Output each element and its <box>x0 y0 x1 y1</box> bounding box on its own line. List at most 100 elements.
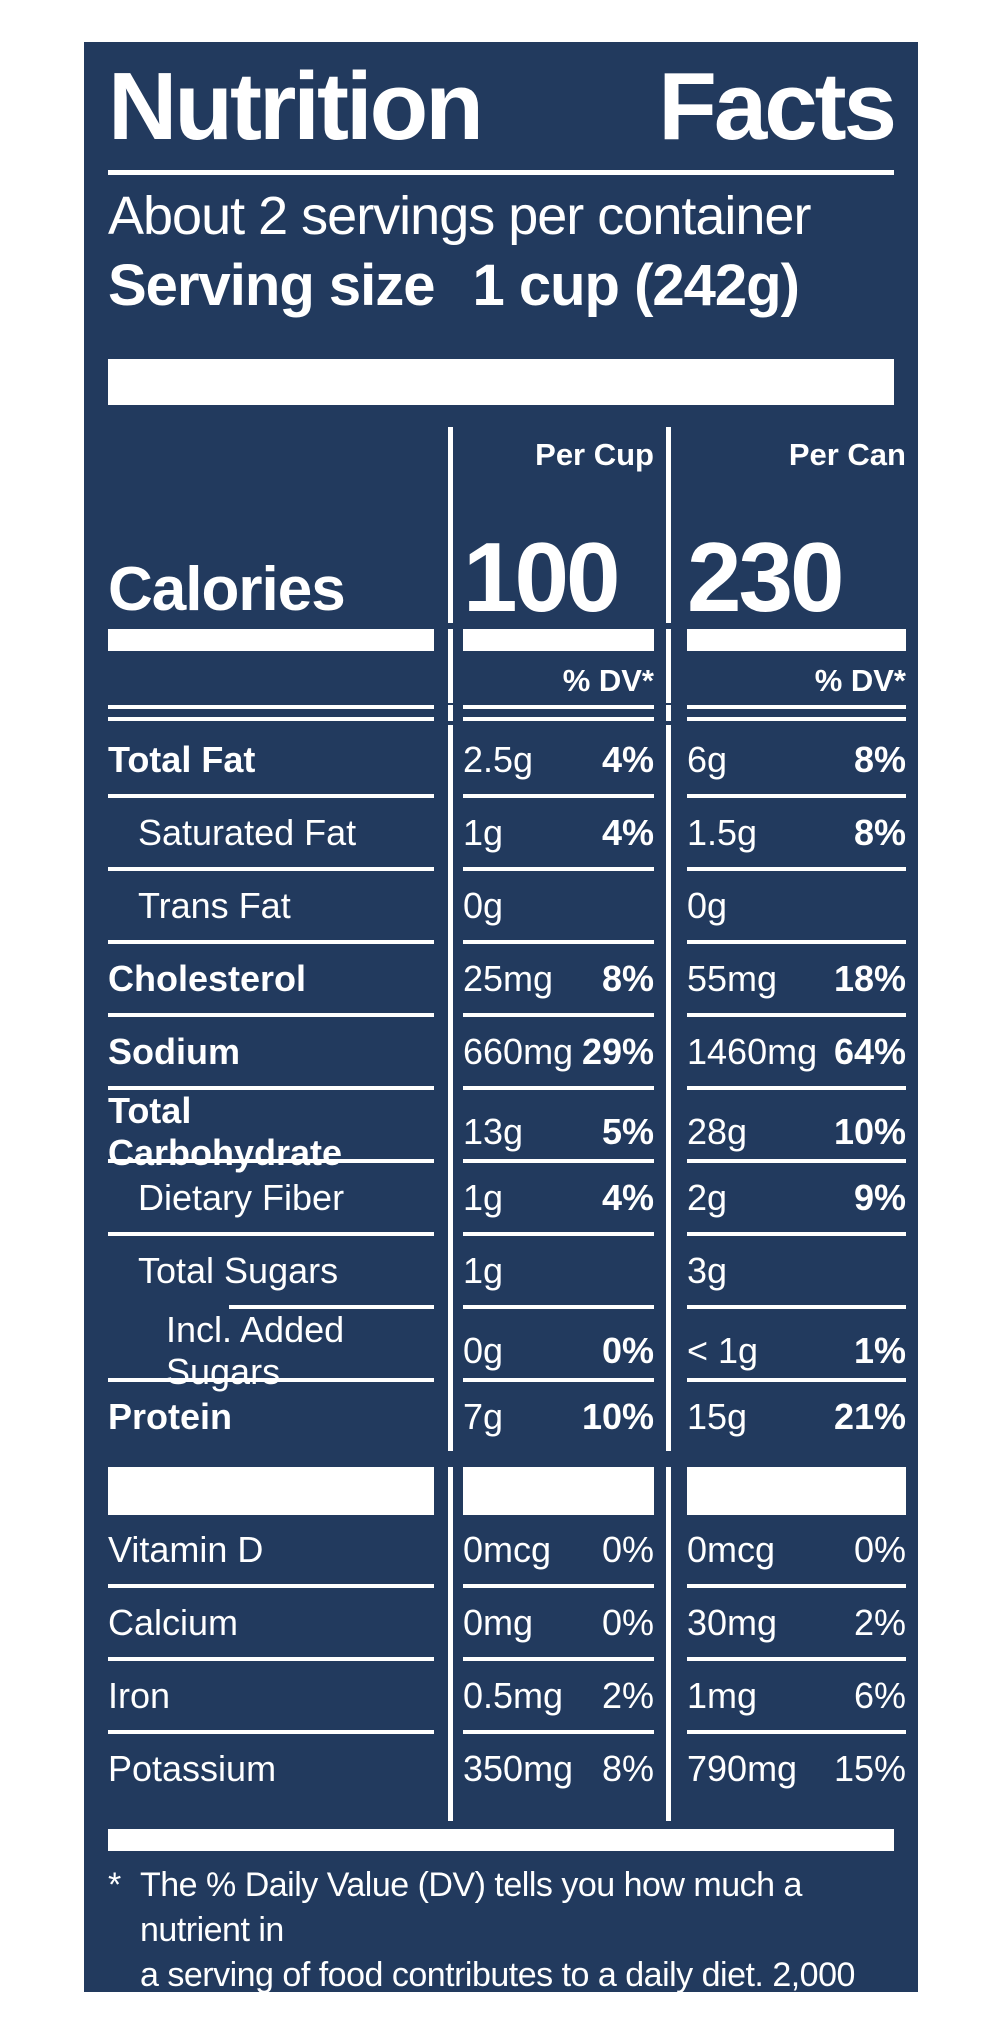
row-separator <box>84 794 918 798</box>
footnote-separator-bar <box>108 1829 894 1851</box>
row-separator <box>84 1730 918 1734</box>
nutrient-name: Incl. Added Sugars <box>166 1309 345 1392</box>
table-row-total-fat: Total Fat 2.5g 4% 6g 8% <box>84 725 918 794</box>
row-separator <box>84 1159 918 1163</box>
rule <box>687 1305 906 1309</box>
per-can-dv: 64% <box>833 1030 906 1072</box>
table-row-sodium: Sodium 660mg 29% 1460mg 64% <box>84 1017 918 1086</box>
calories-label: Calories <box>108 555 346 624</box>
rule <box>687 867 906 871</box>
per-cup-dv: 0% <box>601 1330 654 1371</box>
per-can-amount: 55mg <box>687 957 778 999</box>
footnote-line-2: a serving of food contributes to a daily… <box>140 1956 855 1992</box>
per-can-amount: 15g <box>687 1395 748 1437</box>
rule <box>463 705 654 709</box>
per-can-dv: 8% <box>853 738 906 780</box>
per-cup-dv: 8% <box>601 957 654 999</box>
row-separator <box>84 1584 918 1588</box>
nutrient-name: Total Fat <box>108 738 256 780</box>
label-title: Nutrition Facts <box>84 42 918 156</box>
nutrient-name: Iron <box>108 1674 171 1716</box>
per-cup-header: Per Cup <box>535 437 654 472</box>
per-cup-amount: 1g <box>463 1249 504 1291</box>
rule <box>108 1159 434 1163</box>
per-cup-amount: 350mg <box>463 1747 574 1789</box>
row-separator <box>84 1232 918 1236</box>
row-separator <box>84 867 918 871</box>
section-spacer-row <box>84 1467 918 1515</box>
rule <box>687 1159 906 1163</box>
per-cup-amount: 25mg <box>463 957 554 999</box>
per-cup-amount: 7g <box>463 1395 504 1437</box>
rule <box>108 794 434 798</box>
footnote-line-1: The % Daily Value (DV) tells you how muc… <box>140 1866 802 1949</box>
rule <box>108 1086 434 1090</box>
rule <box>687 717 906 721</box>
thick-rule <box>108 629 434 651</box>
nutrient-name: Potassium <box>108 1747 277 1789</box>
per-cup-amount: 13g <box>463 1111 524 1152</box>
per-cup-dv: 10% <box>581 1395 654 1437</box>
rule <box>687 1584 906 1588</box>
per-cup-amount: 0mcg <box>463 1528 552 1570</box>
nutrition-table: Per Cup Per Can Calories 100 230 % DV* %… <box>84 427 918 1821</box>
rule <box>463 1657 654 1661</box>
per-cup-amount: 0g <box>463 884 504 926</box>
table-row-calcium: Calcium 0mg 0% 30mg 2% <box>84 1588 918 1657</box>
column-header-row: Per Cup Per Can <box>84 427 918 475</box>
per-cup-dv: 0% <box>601 1528 654 1570</box>
per-cup-amount: 0.5mg <box>463 1674 564 1716</box>
per-cup-dv: 8% <box>601 1747 654 1789</box>
rule <box>463 940 654 944</box>
title-word-nutrition: Nutrition <box>108 53 484 160</box>
per-can-amount: 3g <box>687 1249 728 1291</box>
per-cup-dv: 29% <box>581 1030 654 1072</box>
table-row-vitamin-d: Vitamin D 0mcg 0% 0mcg 0% <box>84 1515 918 1584</box>
rule <box>463 1232 654 1236</box>
table-row-saturated-fat: Saturated Fat 1g 4% 1.5g 8% <box>84 798 918 867</box>
nutrient-name: Protein <box>108 1395 233 1437</box>
table-bottom-pad <box>84 1803 918 1821</box>
per-can-dv: 9% <box>853 1176 906 1218</box>
per-can-dv: 15% <box>833 1747 906 1789</box>
rule <box>108 1378 434 1382</box>
row-separator <box>84 1305 918 1309</box>
footnote: * The % Daily Value (DV) tells you how m… <box>84 1851 918 1992</box>
per-cup-amount: 660mg <box>463 1030 574 1072</box>
calories-per-cup: 100 <box>463 522 621 632</box>
nutrient-name: Vitamin D <box>108 1528 264 1570</box>
table-row-total-carbohydrate: Total Carbohydrate 13g 5% 28g 10% <box>84 1090 918 1174</box>
per-can-amount: < 1g <box>687 1330 759 1371</box>
rule <box>463 717 654 721</box>
double-rule-row <box>84 705 918 721</box>
table-row-added-sugars: Incl. Added Sugars 0g 0% < 1g 1% <box>84 1309 918 1393</box>
per-can-dv: 2% <box>853 1601 906 1643</box>
rule <box>687 1086 906 1090</box>
per-cup-amount: 1g <box>463 1176 504 1218</box>
rule <box>108 1730 434 1734</box>
per-can-dv: 10% <box>833 1111 906 1152</box>
table-row-trans-fat: Trans Fat 0g 0g <box>84 871 918 940</box>
per-can-dv: 0% <box>853 1528 906 1570</box>
calories-underline-row <box>84 629 918 651</box>
rule <box>687 705 906 709</box>
thick-rule <box>463 629 654 651</box>
per-can-amount: 1.5g <box>687 811 758 853</box>
rule <box>108 1013 434 1017</box>
rule <box>687 794 906 798</box>
rule <box>463 1730 654 1734</box>
per-cup-dv: 0% <box>601 1601 654 1643</box>
serving-size-value: 1 cup (242g) <box>472 253 799 318</box>
rule <box>108 1584 434 1588</box>
nutrient-name: Dietary Fiber <box>138 1176 345 1218</box>
rule <box>108 867 434 871</box>
calories-row: Calories 100 230 <box>84 475 918 632</box>
row-separator <box>84 940 918 944</box>
per-cup-dv: 5% <box>601 1111 654 1152</box>
rule <box>687 1657 906 1661</box>
per-can-dv: 18% <box>833 957 906 999</box>
footnote-asterisk: * <box>108 1866 121 1904</box>
nutrient-name: Total Carbohydrate <box>108 1090 343 1173</box>
per-cup-dv: 4% <box>601 738 654 780</box>
